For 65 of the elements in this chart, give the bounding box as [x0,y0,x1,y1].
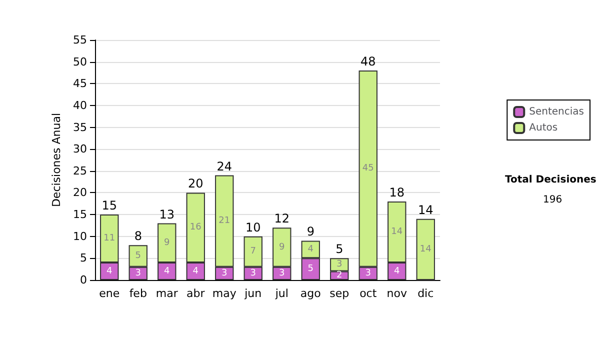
data-label: 3 [279,268,285,278]
bar [416,218,435,280]
y-tick-label: 15 [73,208,87,222]
y-tick-label: 45 [73,77,87,90]
data-label: 7 [250,246,256,257]
y-tick-label: 30 [73,142,87,156]
legend-label: Sentencias [529,106,584,118]
total-label: 14 [418,202,434,217]
data-label: 14 [391,227,403,237]
total-label: 9 [306,224,314,239]
total-label: 13 [159,207,175,222]
x-tick-label: mar [156,287,178,300]
data-label: 9 [164,238,170,248]
y-tick-label: 50 [73,55,87,68]
data-label: 5 [308,264,314,274]
data-label: 3 [222,268,228,278]
data-label: 16 [190,222,202,233]
data-label: 3 [250,268,256,278]
x-tick-label: oct [360,287,378,300]
y-tick-label: 35 [73,120,87,134]
data-label: 14 [420,244,432,254]
y-tick-label: 0 [80,274,87,286]
x-tick-label: ene [99,287,120,300]
y-tick-label: 5 [80,252,87,265]
x-tick-label: abr [186,287,206,300]
data-label: 2 [336,270,342,281]
data-label: 4 [106,266,113,276]
y-axis-title: Decisiones Anual [50,112,64,208]
total-label: 48 [360,54,376,69]
data-label: 3 [365,268,371,278]
x-tick-label: dic [418,287,434,300]
y-tick-label: 25 [73,164,87,178]
data-label: 3 [336,260,342,270]
x-tick-label: feb [129,287,147,300]
total-label: 8 [134,229,142,244]
y-tick-label: 10 [73,230,87,243]
data-label: 5 [135,251,141,261]
x-tick-label: jul [274,287,288,300]
x-tick-label: ago [300,287,322,300]
total-label: 10 [245,220,261,234]
data-label: 4 [394,266,400,276]
y-tick-label: 40 [73,98,87,112]
data-label: 9 [279,242,286,252]
legend-label: Autos [529,122,558,134]
data-label: 4 [308,244,314,254]
total-label: 15 [102,198,118,213]
data-label: 4 [164,266,170,276]
total-label: 20 [188,176,204,191]
data-label: 11 [104,234,116,244]
text: 196 [543,194,562,206]
text: Total Decisiones [505,174,596,186]
y-tick-label: 20 [73,186,87,200]
data-label: 45 [362,164,374,174]
total-label: 18 [389,185,405,200]
data-label: 3 [135,268,141,278]
data-label: 4 [192,266,199,276]
y-tick-label: 55 [73,34,87,46]
data-label: 21 [218,216,230,226]
x-tick-label: sep [330,287,350,300]
x-tick-label: nov [386,287,408,300]
x-tick-label: may [212,287,237,300]
total-label: 24 [216,159,232,174]
total-label: 12 [274,212,290,226]
x-tick-label: jun [244,287,262,300]
total-label: 5 [336,242,344,256]
